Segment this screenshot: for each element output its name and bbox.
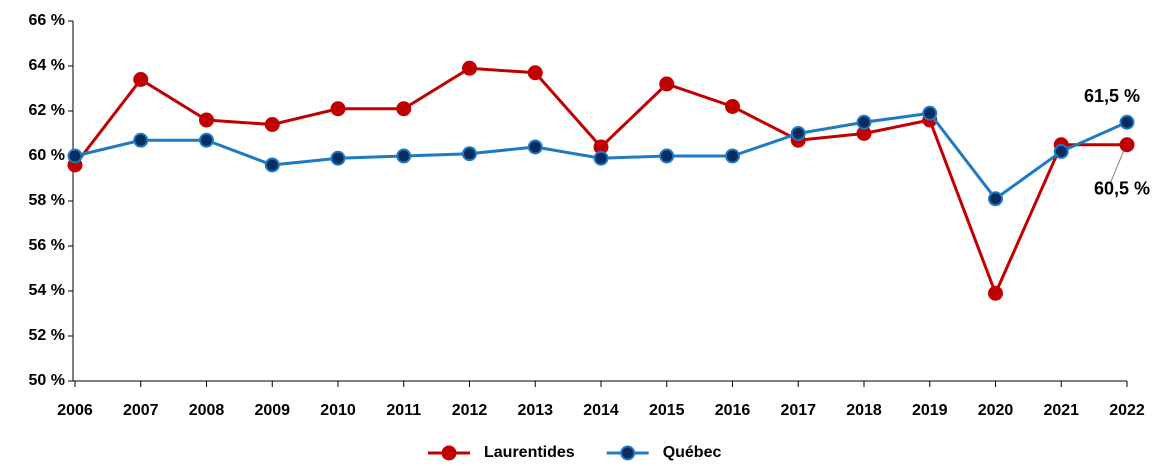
x-tick-label: 2013 — [517, 402, 553, 419]
leader-line — [1109, 149, 1125, 185]
y-tick-label: 56 % — [29, 237, 65, 254]
marker — [659, 148, 675, 164]
marker — [133, 72, 149, 87]
x-tick-label: 2018 — [846, 402, 882, 419]
marker — [1119, 137, 1135, 153]
y-tick-label: 52 % — [29, 327, 65, 344]
marker — [527, 65, 543, 81]
y-tick-label: 54 % — [29, 282, 65, 299]
x-tick-label: 2020 — [978, 402, 1014, 419]
x-tick-label: 2014 — [583, 402, 619, 419]
series-line — [73, 66, 1127, 298]
marker — [725, 99, 740, 114]
y-tick-label: 60 % — [29, 147, 65, 164]
legend-label: Québec — [663, 444, 722, 461]
x-tick-label: 2011 — [386, 402, 421, 419]
x-tick-label: 2012 — [452, 402, 488, 419]
legend-marker — [620, 445, 636, 461]
x-tick-label: 2007 — [123, 402, 159, 419]
y-tick-label: 64 % — [29, 57, 65, 74]
marker — [725, 148, 740, 164]
x-tick-label: 2008 — [189, 402, 225, 419]
x-tick-label: 2016 — [715, 402, 751, 419]
marker — [1053, 144, 1069, 159]
y-tick-label: 66 % — [29, 12, 65, 29]
marker — [988, 285, 1003, 301]
marker — [527, 139, 543, 155]
marker — [922, 105, 938, 121]
y-tick-label: 50 % — [29, 372, 65, 389]
marker — [659, 76, 675, 92]
x-tick-label: 2015 — [649, 402, 685, 419]
x-tick-label: 2006 — [57, 402, 93, 419]
legend-marker — [441, 445, 457, 461]
marker — [593, 150, 609, 166]
data-label: 61,5 % — [1084, 86, 1140, 106]
marker — [396, 101, 412, 117]
marker — [133, 132, 149, 148]
marker — [988, 191, 1003, 207]
x-tick-label: 2009 — [254, 402, 290, 419]
legend-label: Laurentides — [484, 444, 575, 461]
marker — [856, 114, 872, 130]
x-tick-label: 2010 — [320, 402, 356, 419]
marker — [199, 132, 214, 148]
marker — [199, 112, 214, 128]
marker — [396, 148, 412, 164]
x-tick-label: 2022 — [1109, 402, 1145, 419]
y-tick-label: 58 % — [29, 192, 65, 209]
marker — [67, 148, 83, 164]
marker — [264, 117, 280, 132]
x-tick-label: 2021 — [1043, 402, 1079, 419]
marker — [330, 150, 346, 166]
x-tick-label: 2017 — [780, 402, 816, 419]
x-tick-label: 2019 — [912, 402, 948, 419]
data-label: 60,5 % — [1094, 179, 1150, 199]
marker — [1119, 114, 1135, 130]
y-tick-label: 62 % — [29, 102, 65, 119]
marker — [330, 101, 346, 117]
marker — [790, 126, 806, 141]
marker — [264, 157, 280, 173]
marker — [462, 60, 477, 76]
marker — [462, 146, 477, 162]
